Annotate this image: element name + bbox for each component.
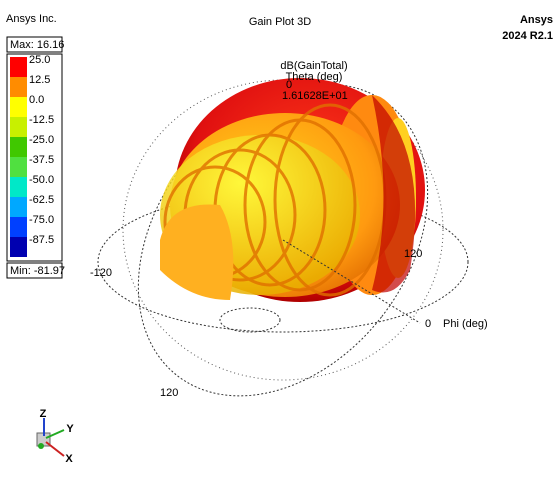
- color-cell: [10, 197, 27, 217]
- triad-x: X: [65, 453, 73, 465]
- phi-circle: [97, 191, 469, 333]
- legend-min: Min: -81.97: [10, 265, 65, 277]
- version: 2024 R2.1: [502, 30, 553, 42]
- small-ring: [219, 307, 281, 333]
- color-cell: [10, 217, 27, 237]
- theta-zero: 0: [286, 79, 292, 91]
- scale-label: -75.0: [29, 214, 54, 226]
- color-cell: [10, 157, 27, 177]
- scale-label: 0.0: [29, 94, 44, 106]
- legend-max: Max: 16.16: [10, 39, 64, 51]
- theta-120: 120: [160, 387, 178, 399]
- company: Ansys Inc.: [6, 13, 57, 25]
- axis-triad: [36, 418, 65, 457]
- color-cell: [10, 137, 27, 157]
- color-cell: [10, 177, 27, 197]
- color-cell: [10, 97, 27, 117]
- theta-label: Theta (deg): [286, 71, 343, 83]
- guide-circle: [122, 79, 444, 381]
- phi-label: Phi (deg): [443, 318, 488, 330]
- scale-label: -50.0: [29, 174, 54, 186]
- color-cell: [10, 237, 27, 257]
- title: Gain Plot 3D: [249, 16, 311, 28]
- scale-label: -87.5: [29, 234, 54, 246]
- color-cell: [10, 77, 27, 97]
- scale-label: -25.0: [29, 134, 54, 146]
- gain-surface: [160, 78, 425, 302]
- phi-axis: [282, 239, 421, 324]
- phi-minus-120: -120: [90, 267, 112, 279]
- peak-label: 1.61628E+01: [282, 90, 348, 102]
- triad-y: Y: [66, 423, 74, 435]
- scale-label: 25.0: [29, 54, 50, 66]
- triad-z: Z: [40, 408, 47, 420]
- color-scale: 25.0 12.5 0.0 -12.5 -25.0 -37.5 -50.0 -62.5 -75.…: [10, 54, 54, 257]
- phi-zero: 0: [425, 318, 431, 330]
- phi-120: 120: [404, 248, 422, 260]
- color-cell: [10, 57, 27, 77]
- scale-label: -37.5: [29, 154, 54, 166]
- scale-label: -12.5: [29, 114, 54, 126]
- quantity-label: dB(GainTotal): [280, 60, 347, 72]
- scale-label: 12.5: [29, 74, 50, 86]
- color-cell: [10, 117, 27, 137]
- legend-max-box: [6, 36, 63, 53]
- brand: Ansys: [520, 14, 553, 26]
- legend-min-box: [6, 262, 63, 279]
- scale-label: -62.5: [29, 194, 54, 206]
